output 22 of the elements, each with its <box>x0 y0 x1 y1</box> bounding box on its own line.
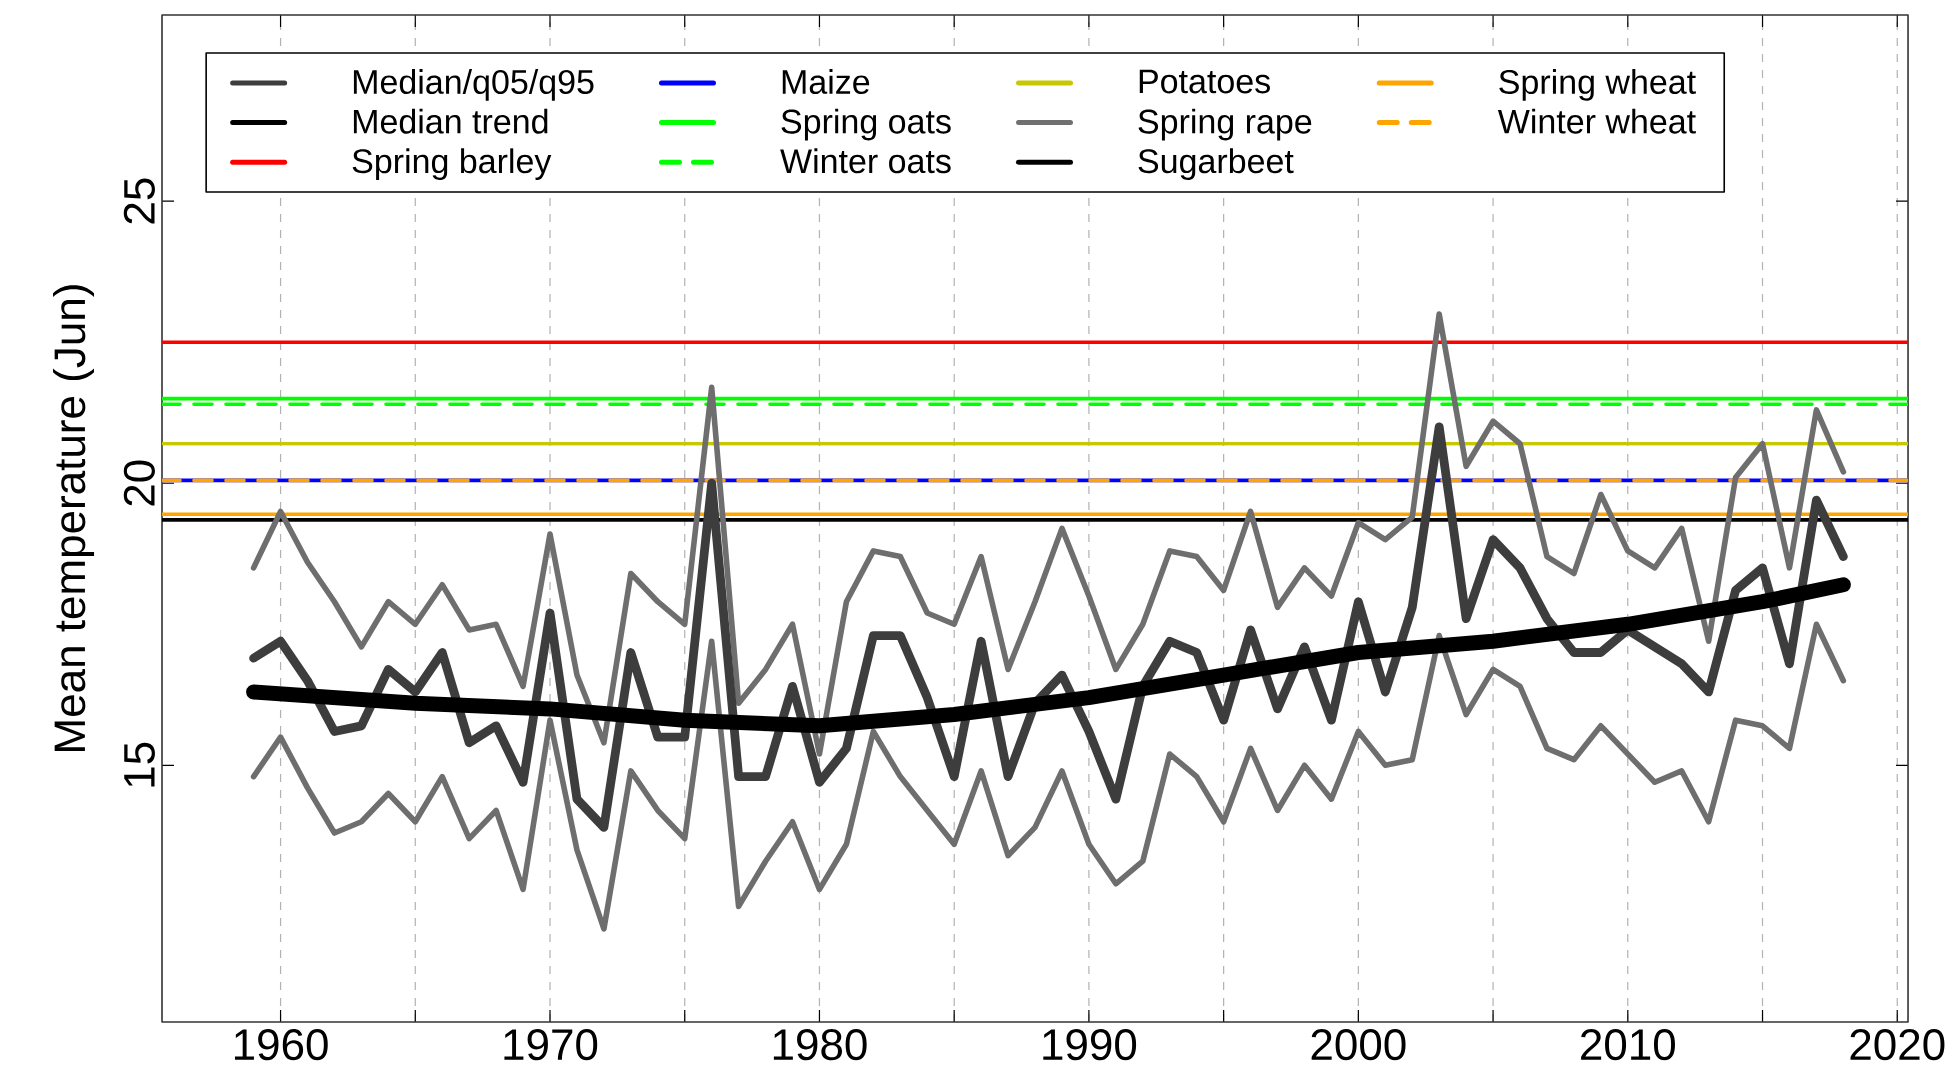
x-tick-label: 1980 <box>773 1029 867 1061</box>
legend-label: Winter oats <box>780 148 951 174</box>
y-tick-label: 25 <box>123 178 155 224</box>
y-axis-title: Mean temperature (Jun) <box>53 285 95 751</box>
legend-label: Sugarbeet <box>1138 148 1294 181</box>
x-tick-label: 1960 <box>234 1029 328 1061</box>
x-tick-label: 1990 <box>1043 1029 1137 1061</box>
x-tick-label: 2020 <box>1850 1029 1945 1061</box>
legend-label: Winter wheat <box>1497 108 1696 134</box>
legend-label: Spring oats <box>781 108 951 141</box>
legend-label: Spring barley <box>352 148 552 181</box>
x-tick-label: 2010 <box>1581 1029 1675 1061</box>
y-tick-label: 20 <box>123 460 155 506</box>
legend-label: Spring rape <box>1138 108 1312 141</box>
x-tick-label: 1970 <box>504 1029 598 1061</box>
y-tick-label: 15 <box>124 742 155 787</box>
legend-label: Median trend <box>353 108 548 134</box>
legend-label: Maize <box>782 69 870 95</box>
legend-label: Spring wheat <box>1499 69 1696 101</box>
legend-label: Median/q05/q95 <box>353 69 594 101</box>
x-tick-label: 2000 <box>1311 1029 1406 1061</box>
legend-label: Potatoes <box>1139 69 1270 94</box>
